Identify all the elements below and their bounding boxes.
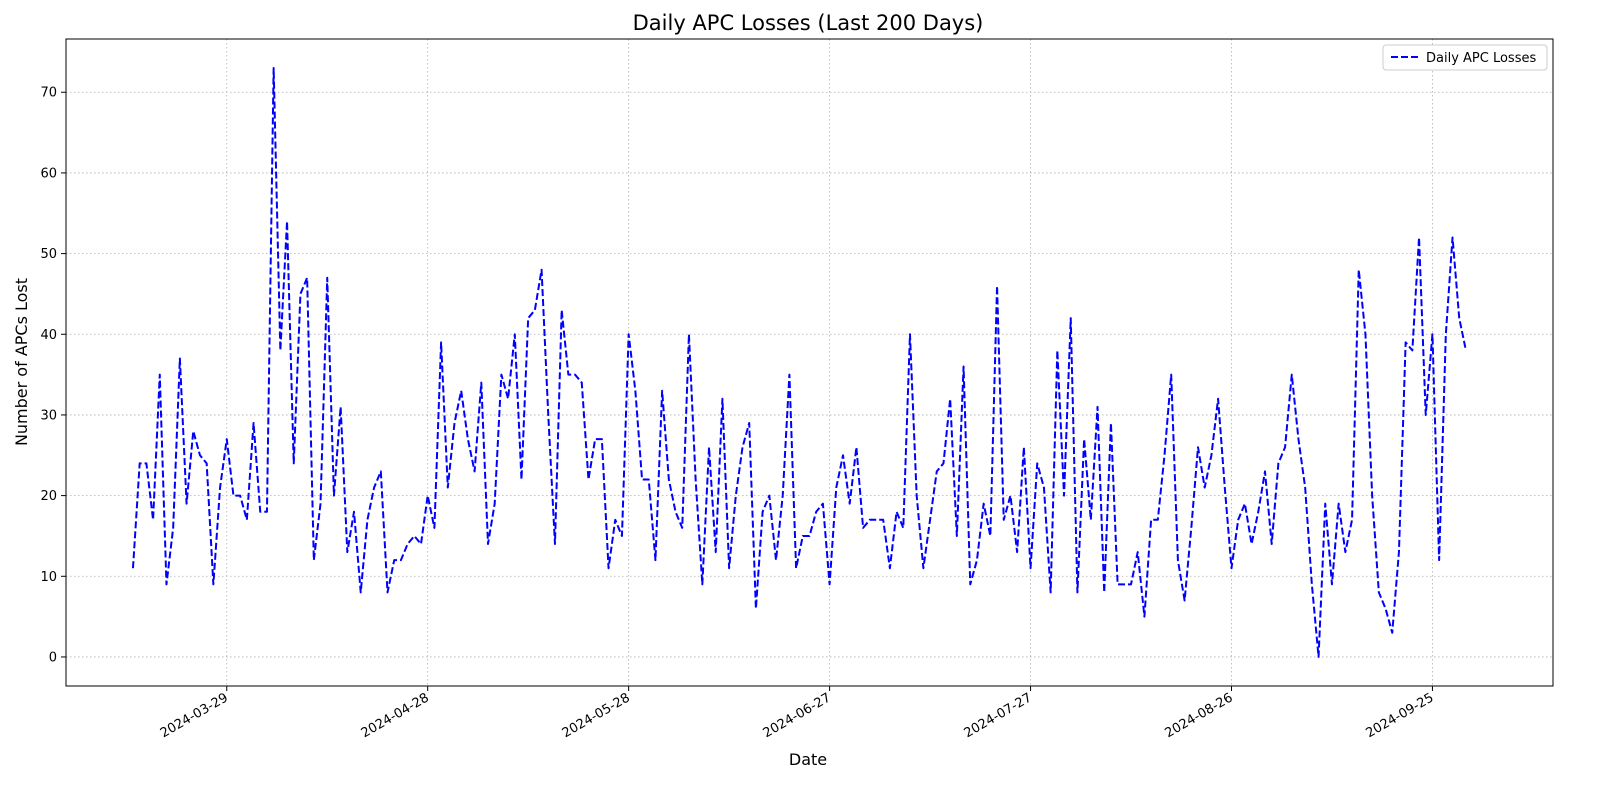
series-layer <box>131 67 1467 658</box>
y-tick-label: 60 <box>40 166 57 181</box>
y-tick-label: 40 <box>40 328 57 343</box>
legend: Daily APC Losses <box>1382 44 1548 71</box>
x-tick-label: 2024-05-28 <box>560 690 633 741</box>
y-axis-label: Number of APCs Lost <box>12 278 31 446</box>
x-tick-label: 2024-06-27 <box>761 690 834 741</box>
grid-lines <box>66 39 1553 686</box>
legend-entry-daily-apc-losses: Daily APC Losses <box>1426 51 1536 66</box>
x-tick-label: 2024-04-28 <box>359 690 432 741</box>
x-axis: 2024-03-29 2024-04-28 2024-05-28 2024-06-27… <box>158 686 1436 741</box>
series-line-0 <box>131 67 1467 658</box>
y-tick-label: 20 <box>40 489 57 504</box>
chart-title: Daily APC Losses (Last 200 Days) <box>633 11 984 35</box>
x-axis-label: Date <box>789 750 827 769</box>
x-tick-label: 2024-08-26 <box>1163 690 1236 741</box>
y-tick-label: 10 <box>40 570 57 585</box>
plot-frame <box>65 38 1554 687</box>
y-tick-label: 50 <box>40 247 57 262</box>
y-axis: 0 10 20 30 40 50 60 70 <box>40 86 66 665</box>
x-tick-label: 2024-07-27 <box>962 690 1035 741</box>
legend-box <box>1382 44 1548 71</box>
x-tick-label: 2024-03-29 <box>158 690 231 741</box>
y-tick-label: 70 <box>40 86 57 101</box>
x-tick-label: 2024-09-25 <box>1363 690 1436 741</box>
y-tick-label: 0 <box>49 650 57 665</box>
y-tick-label: 30 <box>40 408 57 423</box>
